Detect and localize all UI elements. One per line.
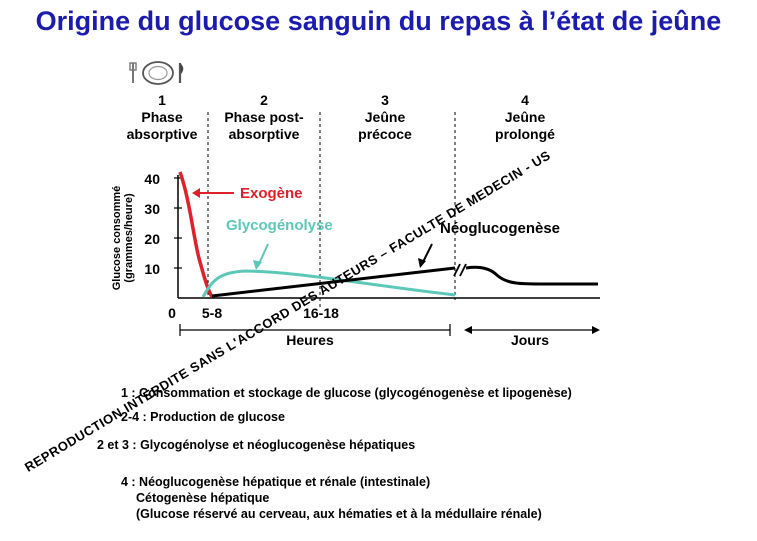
x-tick-label-0: 0 [168, 305, 176, 321]
note-1: 1 : Consommation et stockage de glucose … [121, 386, 572, 400]
axis-break-icon [453, 263, 467, 277]
series-neoglucogenese-days-line [465, 265, 598, 286]
exogene-arrowhead [192, 188, 200, 198]
phase-2-label: Phase post- absorptive [224, 109, 304, 142]
y-axis-label: Glucose consommé (grammes/heure) [111, 186, 135, 291]
series-glycogenolyse-label: Glycogénolyse [226, 217, 333, 234]
phase-4-label: Jeûne prolongé [495, 109, 555, 142]
phase-1-number: 1 [158, 92, 166, 108]
page-title: Origine du glucose sanguin du repas à l’… [35, 6, 722, 36]
days-range-arrow [464, 326, 600, 334]
x-tick-label-16-18: 16-18 [303, 305, 339, 321]
series-glycogenolyse-line [201, 269, 456, 298]
note-3: 2 et 3 : Glycogénolyse et néoglucogenèse… [97, 438, 416, 452]
hours-range-arrow [179, 324, 451, 336]
y-tick-label-40: 40 [144, 171, 160, 187]
phase-2: 2 Phase post- absorptive [204, 92, 324, 143]
y-tick-label-20: 20 [144, 231, 160, 247]
series-neoglucogenese-label: Néoglucogenèse [440, 220, 560, 237]
y-tick-label-30: 30 [144, 201, 160, 217]
series-exogene-label: Exogène [240, 185, 303, 202]
note-6: (Glucose réservé au cerveau, aux hématie… [136, 507, 542, 521]
glycogenolyse-arrowhead [253, 260, 262, 270]
phase-1: 1 Phase absorptive [112, 92, 212, 143]
phase-4: 4 Jeûne prolongé [470, 92, 580, 143]
series-neoglucogenese-line [211, 266, 456, 298]
phase-2-number: 2 [260, 92, 268, 108]
note-2: 2-4 : Production de glucose [121, 410, 285, 424]
y-axis-label-line2: (grammes/heure) [123, 193, 135, 283]
plate-fork-knife-icon [129, 61, 184, 85]
phase-3: 3 Jeûne précoce [330, 92, 440, 143]
x-tick-label-5-8: 5-8 [202, 305, 222, 321]
y-tick-label-10: 10 [144, 261, 160, 277]
x-axis-label-days: Jours [511, 332, 549, 348]
phase-3-label: Jeûne précoce [358, 109, 412, 142]
phase-1-label: Phase absorptive [126, 109, 198, 142]
neoglucogenese-arrowhead [418, 258, 426, 268]
phase-3-number: 3 [381, 92, 389, 108]
note-4: 4 : Néoglucogenèse hépatique et rénale (… [121, 475, 431, 489]
phase-4-number: 4 [521, 92, 529, 108]
y-axis-label-line1: Glucose consommé [111, 186, 123, 291]
x-axis-label-hours: Heures [286, 332, 334, 348]
note-5: Cétogenèse hépatique [136, 491, 270, 505]
